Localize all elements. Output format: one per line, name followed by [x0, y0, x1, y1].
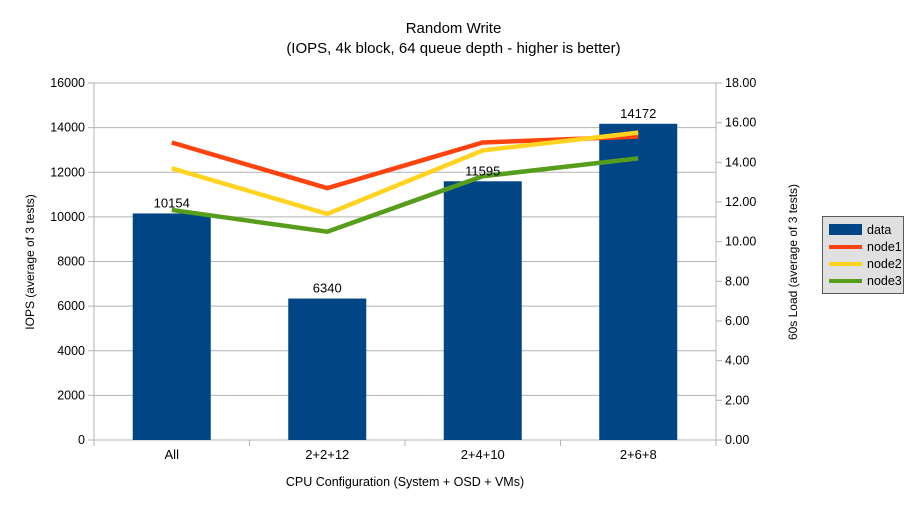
legend-item-node2: node2 [823, 257, 903, 271]
left-tick-label: 8000 [57, 255, 85, 269]
left-tick-label: 2000 [57, 388, 85, 402]
legend-item-node1: node1 [823, 240, 903, 254]
bar-value-label: 11595 [465, 163, 500, 178]
right-tick-label: 6.00 [725, 314, 749, 328]
line-series-swatch-icon [829, 261, 862, 266]
right-tick-label: 12.00 [725, 195, 756, 209]
chart-title-line2: (IOPS, 4k block, 64 queue depth - higher… [286, 40, 621, 57]
left-axis-title: IOPS (average of 3 tests) [23, 194, 37, 330]
left-tick-label: 0 [78, 433, 85, 447]
legend-label-data: data [867, 222, 892, 237]
legend: data node1 node2 node3 [822, 216, 904, 294]
legend-label-node1: node1 [867, 239, 902, 254]
left-tick-label: 14000 [50, 121, 85, 135]
line-series-node3 [171, 156, 639, 235]
left-tick-label: 16000 [50, 76, 85, 90]
left-tick-label: 10000 [50, 210, 85, 224]
right-tick-label: 4.00 [725, 354, 749, 368]
line-series-swatch-icon [829, 278, 862, 283]
x-axis-title: CPU Configuration (System + OSD + VMs) [285, 475, 525, 489]
category-label: All [165, 447, 180, 462]
right-tick-label: 0.00 [725, 433, 749, 447]
chart-title: Random Write (IOPS, 4k block, 64 queue d… [0, 19, 907, 59]
bar-value-label: 14172 [620, 106, 656, 121]
bar-value-label: 6340 [313, 281, 342, 296]
right-tick-label: 2.00 [725, 393, 749, 407]
right-tick-label: 10.00 [725, 235, 756, 249]
chart-title-line1: Random Write [405, 20, 502, 37]
legend-item-node3: node3 [823, 274, 903, 288]
bar-value-label: 10154 [154, 195, 190, 210]
right-tick-label: 8.00 [725, 274, 749, 288]
line-series-swatch-icon [829, 244, 862, 249]
left-tick-label: 6000 [57, 299, 85, 313]
legend-label-node2: node2 [867, 256, 902, 271]
right-axis-title: 60s Load (average of 3 tests) [786, 183, 800, 341]
left-tick-label: 4000 [57, 344, 85, 358]
category-label: 2+2+12 [305, 447, 349, 462]
right-tick-label: 14.00 [725, 155, 756, 169]
line-series-node2 [171, 130, 639, 217]
category-label: 2+4+10 [461, 447, 505, 462]
right-tick-label: 18.00 [725, 76, 756, 90]
legend-label-node3: node3 [867, 273, 902, 288]
right-tick-label: 16.00 [725, 116, 756, 130]
left-tick-label: 12000 [50, 165, 85, 179]
bar-2+4+10 [443, 181, 522, 440]
category-label: 2+6+8 [620, 447, 657, 462]
bar-All [132, 213, 211, 440]
bar-2+2+12 [288, 298, 367, 440]
legend-item-data: data [823, 223, 903, 237]
bar-2+6+8 [599, 123, 678, 441]
bar-series-swatch-icon [829, 224, 862, 235]
